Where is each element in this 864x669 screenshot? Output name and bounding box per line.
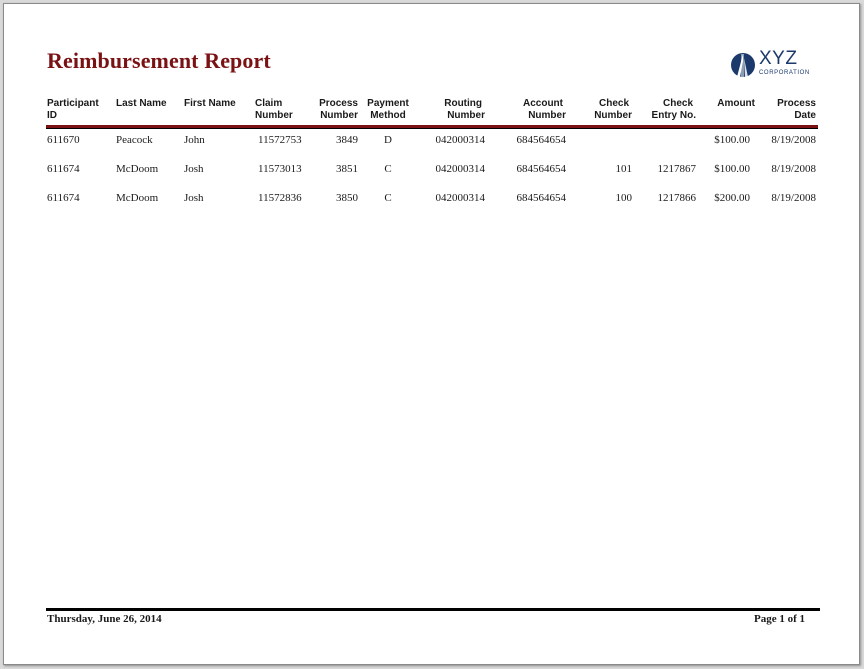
cell-process-number: 3851 — [336, 163, 358, 175]
cell-first-name: John — [184, 134, 205, 146]
col-header-check-entry-no: Check Entry No. — [651, 98, 696, 121]
cell-claim-number: 11572753 — [258, 134, 302, 146]
cell-process-number: 3850 — [336, 192, 358, 204]
cell-payment-method: D — [384, 134, 392, 146]
col-header-process-number: Process Number — [319, 98, 358, 121]
cell-last-name: McDoom — [116, 163, 159, 175]
cell-process-date: 8/19/2008 — [771, 134, 816, 146]
col-header-participant-id: Participant ID — [47, 98, 99, 121]
cell-routing-number: 042000314 — [435, 163, 486, 175]
cell-process-number: 3849 — [336, 134, 358, 146]
cell-routing-number: 042000314 — [435, 192, 486, 204]
logo-subtext: CORPORATION — [759, 70, 810, 76]
cell-participant-id: 611674 — [47, 192, 80, 204]
cell-amount: $100.00 — [714, 163, 750, 175]
cell-check-entry-no: 1217866 — [657, 192, 697, 204]
cell-process-date: 8/19/2008 — [771, 163, 816, 175]
cell-account-number: 684564654 — [516, 163, 567, 175]
col-header-process-date: Process Date — [777, 98, 816, 121]
cell-last-name: Peacock — [116, 134, 153, 146]
footer-page-number: Page 1 of 1 — [753, 613, 805, 625]
cell-check-number: 101 — [615, 163, 633, 175]
cell-claim-number: 11572836 — [258, 192, 302, 204]
report-page: Reimbursement Report XYZ CORPORATION Par… — [3, 3, 860, 665]
col-header-amount: Amount — [717, 98, 755, 109]
cell-amount: $100.00 — [714, 134, 750, 146]
cell-participant-id: 611670 — [47, 134, 80, 146]
cell-process-date: 8/19/2008 — [771, 192, 816, 204]
footer-rule — [46, 608, 820, 611]
cell-amount: $200.00 — [714, 192, 750, 204]
cell-payment-method: C — [384, 163, 392, 175]
header-rule — [46, 125, 818, 128]
col-header-payment-method: Payment Method — [367, 98, 409, 121]
col-header-routing-number: Routing Number — [444, 98, 485, 121]
cell-last-name: McDoom — [116, 192, 159, 204]
cell-first-name: Josh — [184, 192, 204, 204]
xyz-logo-icon — [731, 53, 755, 78]
header-rule-thin — [46, 128, 818, 129]
footer-date: Thursday, June 26, 2014 — [47, 613, 162, 625]
cell-check-entry-no: 1217867 — [657, 163, 697, 175]
cell-check-number: 100 — [615, 192, 633, 204]
cell-participant-id: 611674 — [47, 163, 80, 175]
col-header-check-number: Check Number — [594, 98, 632, 121]
cell-routing-number: 042000314 — [435, 134, 486, 146]
cell-account-number: 684564654 — [516, 192, 567, 204]
cell-payment-method: C — [384, 192, 392, 204]
logo-wordmark: XYZ — [759, 48, 798, 69]
col-header-claim-number: Claim Number — [255, 98, 293, 121]
col-header-first-name: First Name — [184, 98, 236, 109]
report-title: Reimbursement Report — [47, 48, 271, 73]
cell-claim-number: 11573013 — [258, 163, 302, 175]
col-header-account-number: Account Number — [523, 98, 566, 121]
col-header-last-name: Last Name — [116, 98, 167, 109]
cell-first-name: Josh — [184, 163, 204, 175]
cell-account-number: 684564654 — [516, 134, 567, 146]
